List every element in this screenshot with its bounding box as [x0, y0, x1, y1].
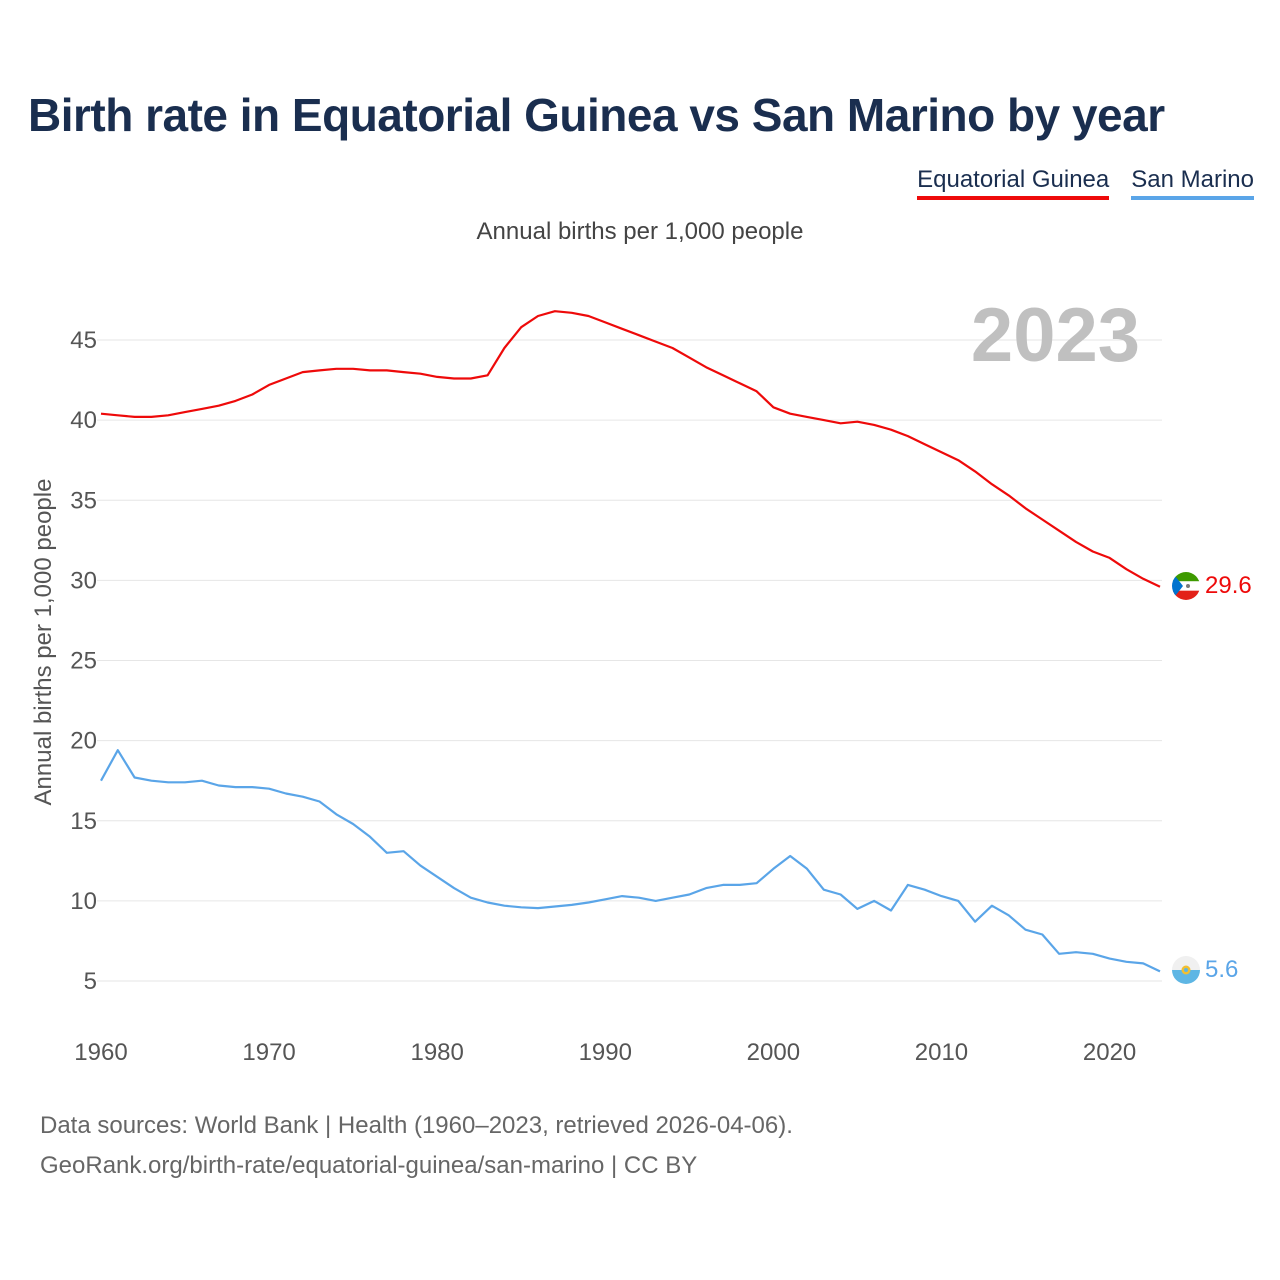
- series-lines: [100, 310, 1161, 973]
- legend: Equatorial Guinea San Marino: [917, 166, 1254, 200]
- chart-title: Birth rate in Equatorial Guinea vs San M…: [28, 89, 1165, 141]
- x-tick-label: 2010: [915, 1039, 968, 1066]
- legend-item-san-marino[interactable]: San Marino: [1131, 166, 1254, 200]
- series-line-san-marino[interactable]: [100, 749, 1161, 973]
- source-line-1: Data sources: World Bank | Health (1960–…: [40, 1112, 793, 1139]
- x-tick-label: 1970: [242, 1039, 295, 1066]
- x-tick-label: 2000: [747, 1039, 800, 1066]
- x-tick-label: 2020: [1083, 1039, 1136, 1066]
- y-tick-label: 5: [84, 968, 97, 995]
- y-axis-ticks: 5 10 15 20 25 30 35 40 45: [70, 327, 97, 995]
- year-watermark: 2023: [971, 293, 1140, 378]
- x-tick-label: 1980: [410, 1039, 463, 1066]
- y-tick-label: 40: [70, 407, 97, 434]
- x-axis-ticks: 1960 1970 1980 1990 2000 2010 2020: [74, 1039, 1136, 1066]
- y-tick-label: 45: [70, 327, 97, 354]
- y-tick-label: 30: [70, 567, 97, 594]
- line-chart: 5 10 15 20 25 30 35 40 45 1960 1970 1980 1990 2000 20…: [30, 293, 1252, 1066]
- y-tick-label: 35: [70, 487, 97, 514]
- y-tick-label: 25: [70, 648, 97, 675]
- source-note: Data sources: World Bank | Health (1960–…: [40, 1106, 793, 1186]
- end-value-label-san-marino: 5.6: [1205, 956, 1238, 983]
- y-tick-label: 15: [70, 808, 97, 835]
- legend-item-equatorial-guinea[interactable]: Equatorial Guinea: [917, 166, 1110, 200]
- source-line-2[interactable]: GeoRank.org/birth-rate/equatorial-guinea…: [40, 1152, 698, 1179]
- equatorial-guinea-flag-icon: [1172, 572, 1200, 600]
- y-tick-label: 10: [70, 888, 97, 915]
- san-marino-flag-icon: [1172, 956, 1200, 984]
- y-tick-label: 20: [70, 728, 97, 755]
- chart-subtitle: Annual births per 1,000 people: [476, 218, 804, 245]
- end-value-label-equatorial-guinea: 29.6: [1205, 572, 1252, 599]
- grid-lines: [97, 339, 1162, 982]
- series-line-equatorial-guinea[interactable]: [100, 310, 1161, 588]
- x-tick-label: 1990: [579, 1039, 632, 1066]
- y-axis-label: Annual births per 1,000 people: [30, 479, 57, 806]
- x-tick-label: 1960: [74, 1039, 127, 1066]
